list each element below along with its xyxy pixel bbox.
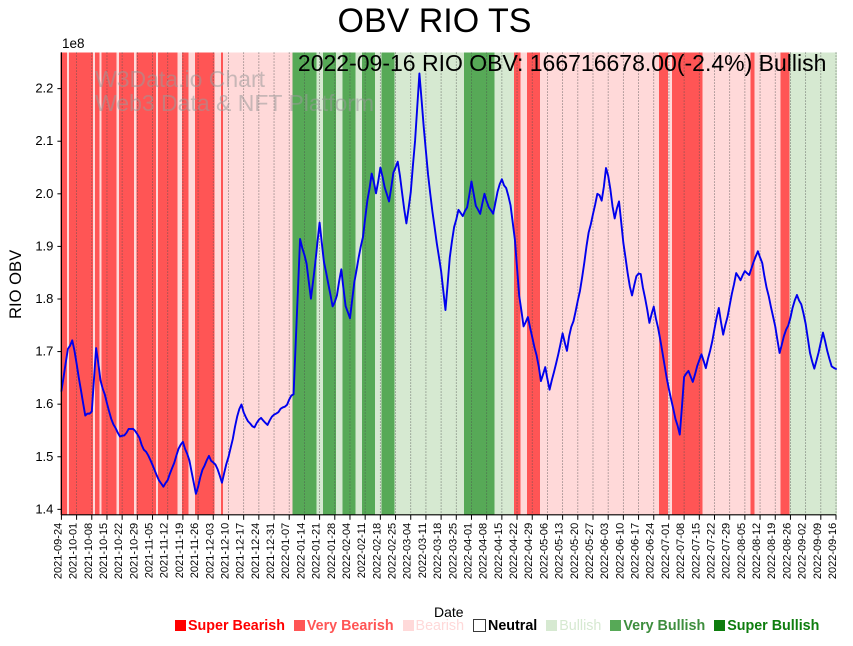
svg-text:2022-09-16: 2022-09-16 [827,523,839,579]
svg-text:2021-12-03: 2021-12-03 [204,523,216,579]
svg-text:2022-04-29: 2022-04-29 [523,523,535,579]
svg-text:2022-02-11: 2022-02-11 [356,523,368,578]
svg-text:2022-03-04: 2022-03-04 [402,523,414,579]
svg-text:2021-12-31: 2021-12-31 [265,523,277,579]
svg-text:1.4: 1.4 [35,501,53,516]
svg-text:2021-10-15: 2021-10-15 [98,523,110,579]
svg-text:2022-01-28: 2022-01-28 [326,523,338,579]
svg-text:2022-08-26: 2022-08-26 [781,523,793,579]
svg-text:2022-05-13: 2022-05-13 [554,523,566,579]
svg-text:2022-08-19: 2022-08-19 [766,523,778,579]
svg-text:2021-11-12: 2021-11-12 [159,523,171,578]
svg-text:2022-07-01: 2022-07-01 [660,523,672,579]
svg-text:2022-05-06: 2022-05-06 [538,523,550,579]
svg-text:2022-03-11: 2022-03-11 [417,523,429,578]
svg-text:2022-08-12: 2022-08-12 [751,523,763,579]
svg-text:2022-03-25: 2022-03-25 [447,523,459,579]
svg-text:2022-07-22: 2022-07-22 [705,523,717,579]
svg-text:2022-04-08: 2022-04-08 [478,523,490,579]
svg-text:2022-09-09: 2022-09-09 [812,523,824,579]
svg-text:2021-10-01: 2021-10-01 [68,523,80,579]
svg-text:1.6: 1.6 [35,396,53,411]
svg-text:1.7: 1.7 [35,344,53,359]
svg-text:2021-11-19: 2021-11-19 [174,523,186,578]
svg-text:2.1: 2.1 [35,133,53,148]
svg-text:2021-12-24: 2021-12-24 [250,523,262,579]
svg-text:2.0: 2.0 [35,186,53,201]
svg-text:2022-09-02: 2022-09-02 [797,523,809,579]
svg-text:1.5: 1.5 [35,449,53,464]
svg-text:2022-05-20: 2022-05-20 [569,523,581,579]
svg-text:2021-11-26: 2021-11-26 [189,523,201,578]
svg-text:2022-07-29: 2022-07-29 [721,523,733,579]
svg-text:2022-01-21: 2022-01-21 [311,523,323,579]
svg-text:2022-01-07: 2022-01-07 [280,523,292,579]
svg-text:2021-09-24: 2021-09-24 [52,523,64,579]
svg-text:2022-06-03: 2022-06-03 [599,523,611,579]
svg-text:2022-02-18: 2022-02-18 [371,523,383,579]
svg-text:2022-04-01: 2022-04-01 [462,523,474,579]
svg-text:2021-11-05: 2021-11-05 [144,523,156,578]
svg-text:2022-01-14: 2022-01-14 [295,523,307,579]
svg-text:2022-05-27: 2022-05-27 [584,523,596,579]
svg-text:2022-07-08: 2022-07-08 [675,523,687,579]
svg-text:2021-10-08: 2021-10-08 [83,523,95,579]
svg-text:2022-04-22: 2022-04-22 [508,523,520,579]
svg-text:2021-10-29: 2021-10-29 [128,523,140,579]
svg-text:2021-10-22: 2021-10-22 [113,523,125,579]
svg-text:1.9: 1.9 [35,238,53,253]
svg-text:2022-08-05: 2022-08-05 [736,523,748,579]
svg-text:2.2: 2.2 [35,81,53,96]
svg-text:2022-02-04: 2022-02-04 [341,523,353,579]
svg-text:1.8: 1.8 [35,291,53,306]
svg-text:2021-12-10: 2021-12-10 [219,523,231,579]
svg-text:2022-03-18: 2022-03-18 [432,523,444,579]
svg-text:2021-12-17: 2021-12-17 [235,523,247,579]
svg-text:2022-02-25: 2022-02-25 [387,523,399,579]
svg-text:2022-06-24: 2022-06-24 [645,523,657,579]
svg-text:2022-06-17: 2022-06-17 [630,523,642,579]
svg-text:2022-06-10: 2022-06-10 [614,523,626,579]
svg-text:2022-07-15: 2022-07-15 [690,523,702,579]
svg-text:2022-04-15: 2022-04-15 [493,523,505,579]
